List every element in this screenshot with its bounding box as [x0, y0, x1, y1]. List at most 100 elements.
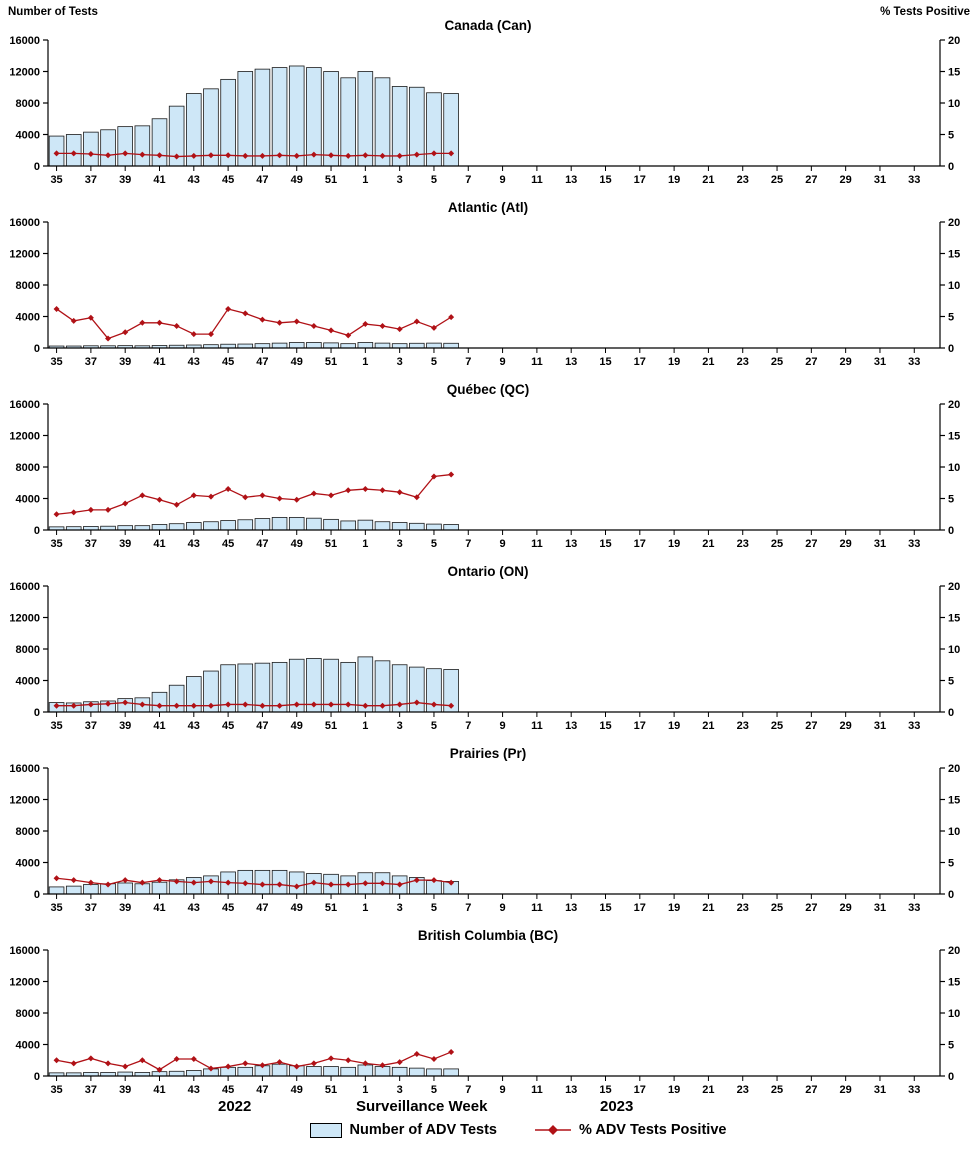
right-tick-label: 10 — [948, 98, 960, 110]
positivity-marker-icon — [362, 152, 369, 159]
left-tick-label: 12000 — [9, 431, 40, 443]
positivity-marker-icon — [190, 331, 197, 338]
right-tick-label: 20 — [948, 35, 960, 47]
left-tick-label: 0 — [34, 525, 40, 537]
test-count-bar — [323, 71, 339, 167]
positivity-marker-icon — [105, 1060, 112, 1067]
x-tick-label: 27 — [805, 356, 817, 368]
x-tick-label: 23 — [737, 902, 749, 914]
positivity-marker-icon — [259, 492, 266, 499]
positivity-marker-icon — [207, 1065, 214, 1072]
positivity-marker-icon — [276, 1059, 283, 1066]
left-tick-label: 8000 — [16, 1008, 40, 1020]
right-axis-title: % Tests Positive — [880, 6, 970, 18]
x-tick-label: 51 — [325, 720, 337, 732]
x-tick-label: 23 — [737, 174, 749, 186]
x-tick-label: 13 — [565, 1084, 577, 1096]
x-tick-label: 25 — [771, 356, 783, 368]
legend-label-positivity: % ADV Tests Positive — [578, 1122, 727, 1138]
x-tick-label: 1 — [362, 174, 368, 186]
positivity-marker-icon — [448, 702, 455, 709]
x-tick-label: 39 — [119, 356, 131, 368]
panel-title: Atlantic (Atl) — [448, 200, 528, 215]
positivity-marker-icon — [293, 883, 300, 890]
positivity-marker-icon — [310, 322, 317, 329]
x-tick-label: 25 — [771, 720, 783, 732]
right-tick-label: 20 — [948, 763, 960, 775]
x-tick-label: 23 — [737, 356, 749, 368]
x-tick-label: 3 — [397, 174, 403, 186]
x-tick-label: 37 — [85, 174, 97, 186]
test-count-bar — [323, 1066, 339, 1077]
x-tick-label: 21 — [702, 356, 714, 368]
positivity-marker-icon — [207, 702, 214, 709]
x-tick-label: 15 — [599, 720, 611, 732]
positivity-marker-icon — [379, 1062, 386, 1069]
positivity-marker-icon — [53, 875, 60, 882]
positivity-marker-icon — [70, 1060, 77, 1067]
left-tick-label: 0 — [34, 889, 40, 901]
positivity-line — [56, 308, 452, 340]
positivity-marker-icon — [276, 881, 283, 888]
right-tick-label: 10 — [948, 644, 960, 656]
x-tick-label: 47 — [256, 174, 268, 186]
x-tick-label: 25 — [771, 902, 783, 914]
positivity-marker-icon — [448, 471, 455, 478]
positivity-marker-icon — [345, 152, 352, 159]
positivity-marker-icon — [242, 701, 249, 708]
positivity-marker-icon — [122, 329, 129, 336]
right-tick-label: 0 — [948, 889, 954, 901]
positivity-marker-icon — [87, 879, 94, 886]
x-tick-label: 45 — [222, 720, 234, 732]
positivity-marker-icon — [139, 1057, 146, 1064]
positivity-line — [56, 1051, 452, 1071]
positivity-marker-icon — [448, 314, 455, 321]
test-count-bar — [340, 520, 356, 531]
test-count-bar — [391, 522, 408, 531]
x-tick-label: 15 — [599, 174, 611, 186]
x-tick-label: 7 — [465, 902, 471, 914]
positivity-marker-icon — [105, 700, 112, 707]
x-tick-label: 9 — [500, 356, 506, 368]
x-tick-label: 15 — [599, 356, 611, 368]
x-tick-label: 17 — [634, 356, 646, 368]
left-tick-label: 8000 — [16, 280, 40, 292]
positivity-marker-icon — [87, 151, 94, 158]
x-tick-label: 37 — [85, 538, 97, 550]
x-axis-caption-row: 2022 Surveillance Week 2023 — [0, 1098, 976, 1122]
x-tick-label: 9 — [500, 1084, 506, 1096]
test-count-bar — [391, 343, 408, 349]
x-tick-label: 31 — [874, 538, 886, 550]
x-tick-label: 1 — [362, 538, 368, 550]
x-tick-label: 29 — [840, 1084, 852, 1096]
x-tick-label: 41 — [153, 902, 165, 914]
x-tick-label: 45 — [222, 174, 234, 186]
positivity-marker-icon — [430, 150, 437, 157]
x-tick-label: 23 — [737, 538, 749, 550]
test-count-bar — [220, 520, 236, 531]
x-tick-label: 47 — [256, 1084, 268, 1096]
x-tick-label: 1 — [362, 902, 368, 914]
positivity-marker-icon — [190, 879, 197, 886]
positivity-marker-icon — [190, 492, 197, 499]
test-count-bar — [306, 67, 322, 167]
test-count-bar — [65, 134, 82, 167]
left-tick-label: 12000 — [9, 977, 40, 989]
positivity-marker-icon — [156, 319, 163, 326]
test-count-bar — [168, 523, 185, 531]
positivity-marker-icon — [413, 151, 420, 158]
x-tick-label: 49 — [291, 902, 303, 914]
x-tick-label: 45 — [222, 356, 234, 368]
positivity-marker-icon — [345, 1057, 352, 1064]
x-tick-label: 27 — [805, 538, 817, 550]
positivity-marker-icon — [310, 701, 317, 708]
x-tick-label: 51 — [325, 538, 337, 550]
left-tick-label: 0 — [34, 343, 40, 355]
x-tick-label: 19 — [668, 174, 680, 186]
x-tick-label: 27 — [805, 1084, 817, 1096]
positivity-marker-icon — [345, 332, 352, 339]
positivity-marker-icon — [70, 877, 77, 884]
x-tick-label: 51 — [325, 356, 337, 368]
right-tick-label: 20 — [948, 945, 960, 957]
positivity-marker-icon — [225, 701, 232, 708]
